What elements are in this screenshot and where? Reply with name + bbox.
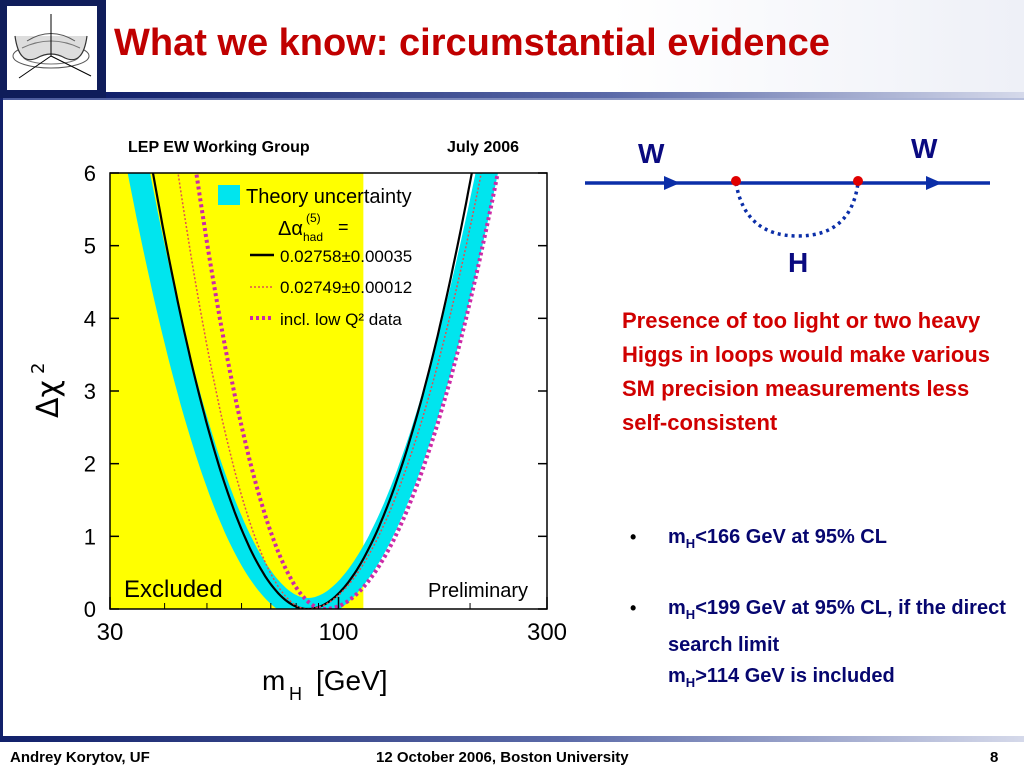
footer-page-number: 8 [990,749,999,766]
title-subrule [0,98,1024,100]
footer-event: 12 October 2006, Boston University [376,749,629,766]
series-line-dashed [177,173,482,609]
bullet2-text: <199 GeV at 95% CL, if the direct search… [668,597,1006,656]
higgs-loop-line [734,182,860,238]
series-line-solid [151,173,473,609]
bullet2-sub: H [685,607,696,622]
vertex-right-icon [853,176,863,186]
plot-source-label: LEP EW Working Group [128,139,310,156]
plot-date-label: July 2006 [447,139,520,156]
preliminary-label: Preliminary [428,580,528,602]
logo-frame [0,0,106,98]
bullet-icon: • [630,527,637,547]
y-tick-label: 4 [84,306,96,331]
bullet1-sub: H [685,536,696,551]
title-band [106,0,1024,92]
slide-title: What we know: circumstantial evidence [114,22,830,64]
y-axis-label: Δχ [31,380,66,418]
y-tick-label: 0 [84,597,96,622]
y-tick-label: 5 [84,234,96,259]
x-tick-label: 100 [318,619,358,646]
x-axis-label: m [262,665,285,696]
x-tick-label: 30 [97,619,124,646]
h-label: H [788,247,808,275]
x-axis-label-sub: H [289,684,302,704]
y-tick-label: 3 [84,379,96,404]
bullet2-text2: >114 GeV is included [695,665,895,687]
bullet1-text: <166 GeV at 95% CL [695,526,887,548]
y-tick-label: 6 [84,161,96,186]
legend-band-label: Theory uncertainty [246,186,412,208]
series-line-dotted [194,173,500,609]
delta-chi2-chart: 0 1 2 3 4 5 6 30 100 300 Theory uncertainty Δα (5… [28,161,567,704]
w-right-label: W [911,133,938,164]
left-rule [0,98,3,738]
legend-entry-2: 0.02749±0.00012 [280,278,412,297]
y-tick-label: 1 [84,524,96,549]
legend-alpha-label: Δα [278,218,303,240]
excluded-label: Excluded [124,576,223,603]
legend-entry-1: 0.02758±0.00035 [280,247,412,266]
legend-band-swatch [218,185,240,205]
potential-logo [7,6,97,90]
title-rule [106,92,1024,98]
x-axis-label-unit: [GeV] [316,665,388,696]
legend-alpha-eq: = [338,217,349,237]
vertex-left-icon [731,176,741,186]
bullet1-m: m [668,526,686,548]
higgs-loop-diagram: W W H [585,133,990,275]
w-left-label: W [638,138,665,169]
y-axis-label-sup: 2 [28,363,49,374]
bullet-icon: • [630,598,637,618]
presence-text: Presence of too light or two heavy Higgs… [622,308,990,435]
y-tick-label: 2 [84,452,96,477]
legend-alpha-sub: had [303,230,323,244]
bullet2-m: m [668,597,686,619]
bullet2-sub2: H [685,675,696,690]
arrow-right-icon [926,176,942,190]
arrow-left-icon [664,176,680,190]
bullet2-m2: m [668,665,686,687]
legend-entry-3: incl. low Q² data [280,310,402,329]
footer-author: Andrey Korytov, UF [10,749,150,766]
footer-rule [0,736,1024,742]
x-tick-label: 300 [527,619,567,646]
legend-alpha-sup: (5) [306,211,321,225]
